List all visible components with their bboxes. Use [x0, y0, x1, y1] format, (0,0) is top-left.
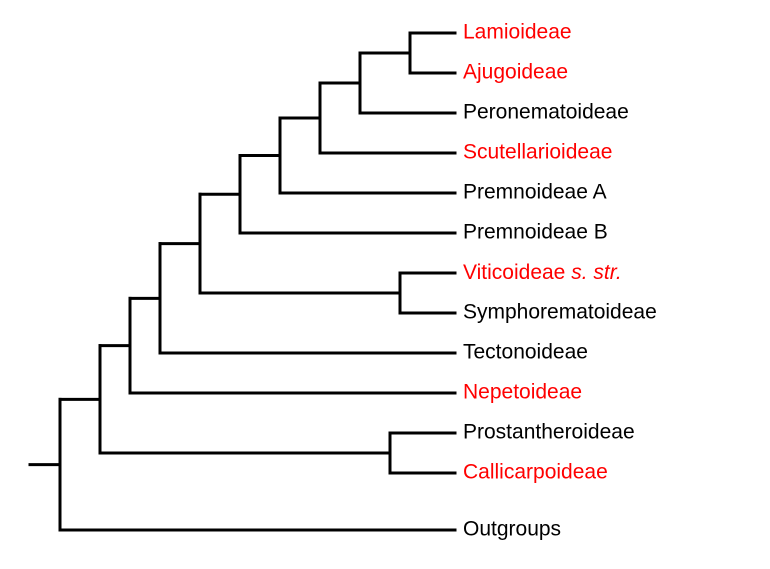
leaf-label-premnoideae_b: Premnoideae B: [463, 221, 608, 244]
leaf-label-lamioideae: Lamioideae: [463, 21, 572, 44]
leaf-label-prostantheroideae: Prostantheroideae: [463, 421, 635, 444]
leaf-label-tectonoideae: Tectonoideae: [463, 341, 588, 364]
leaf-label-ajugoideae: Ajugoideae: [463, 61, 568, 84]
cladogram: Lamioideae Ajugoideae Peronematoideae Scute…: [0, 0, 770, 569]
leaf-label-nepetoideae: Nepetoideae: [463, 381, 582, 404]
leaf-label-peronematoideae: Peronematoideae: [463, 101, 629, 124]
leaf-label-viticoideae: Viticoideae s. str.: [463, 261, 622, 284]
leaf-label-premnoideae_a: Premnoideae A: [463, 181, 607, 204]
leaf-label-outgroups: Outgroups: [463, 518, 561, 541]
leaf-label-callicarpoideae: Callicarpoideae: [463, 461, 608, 484]
leaf-label-symphorematoideae: Symphorematoideae: [463, 301, 657, 324]
leaf-label-scutellarioideae: Scutellarioideae: [463, 141, 612, 164]
